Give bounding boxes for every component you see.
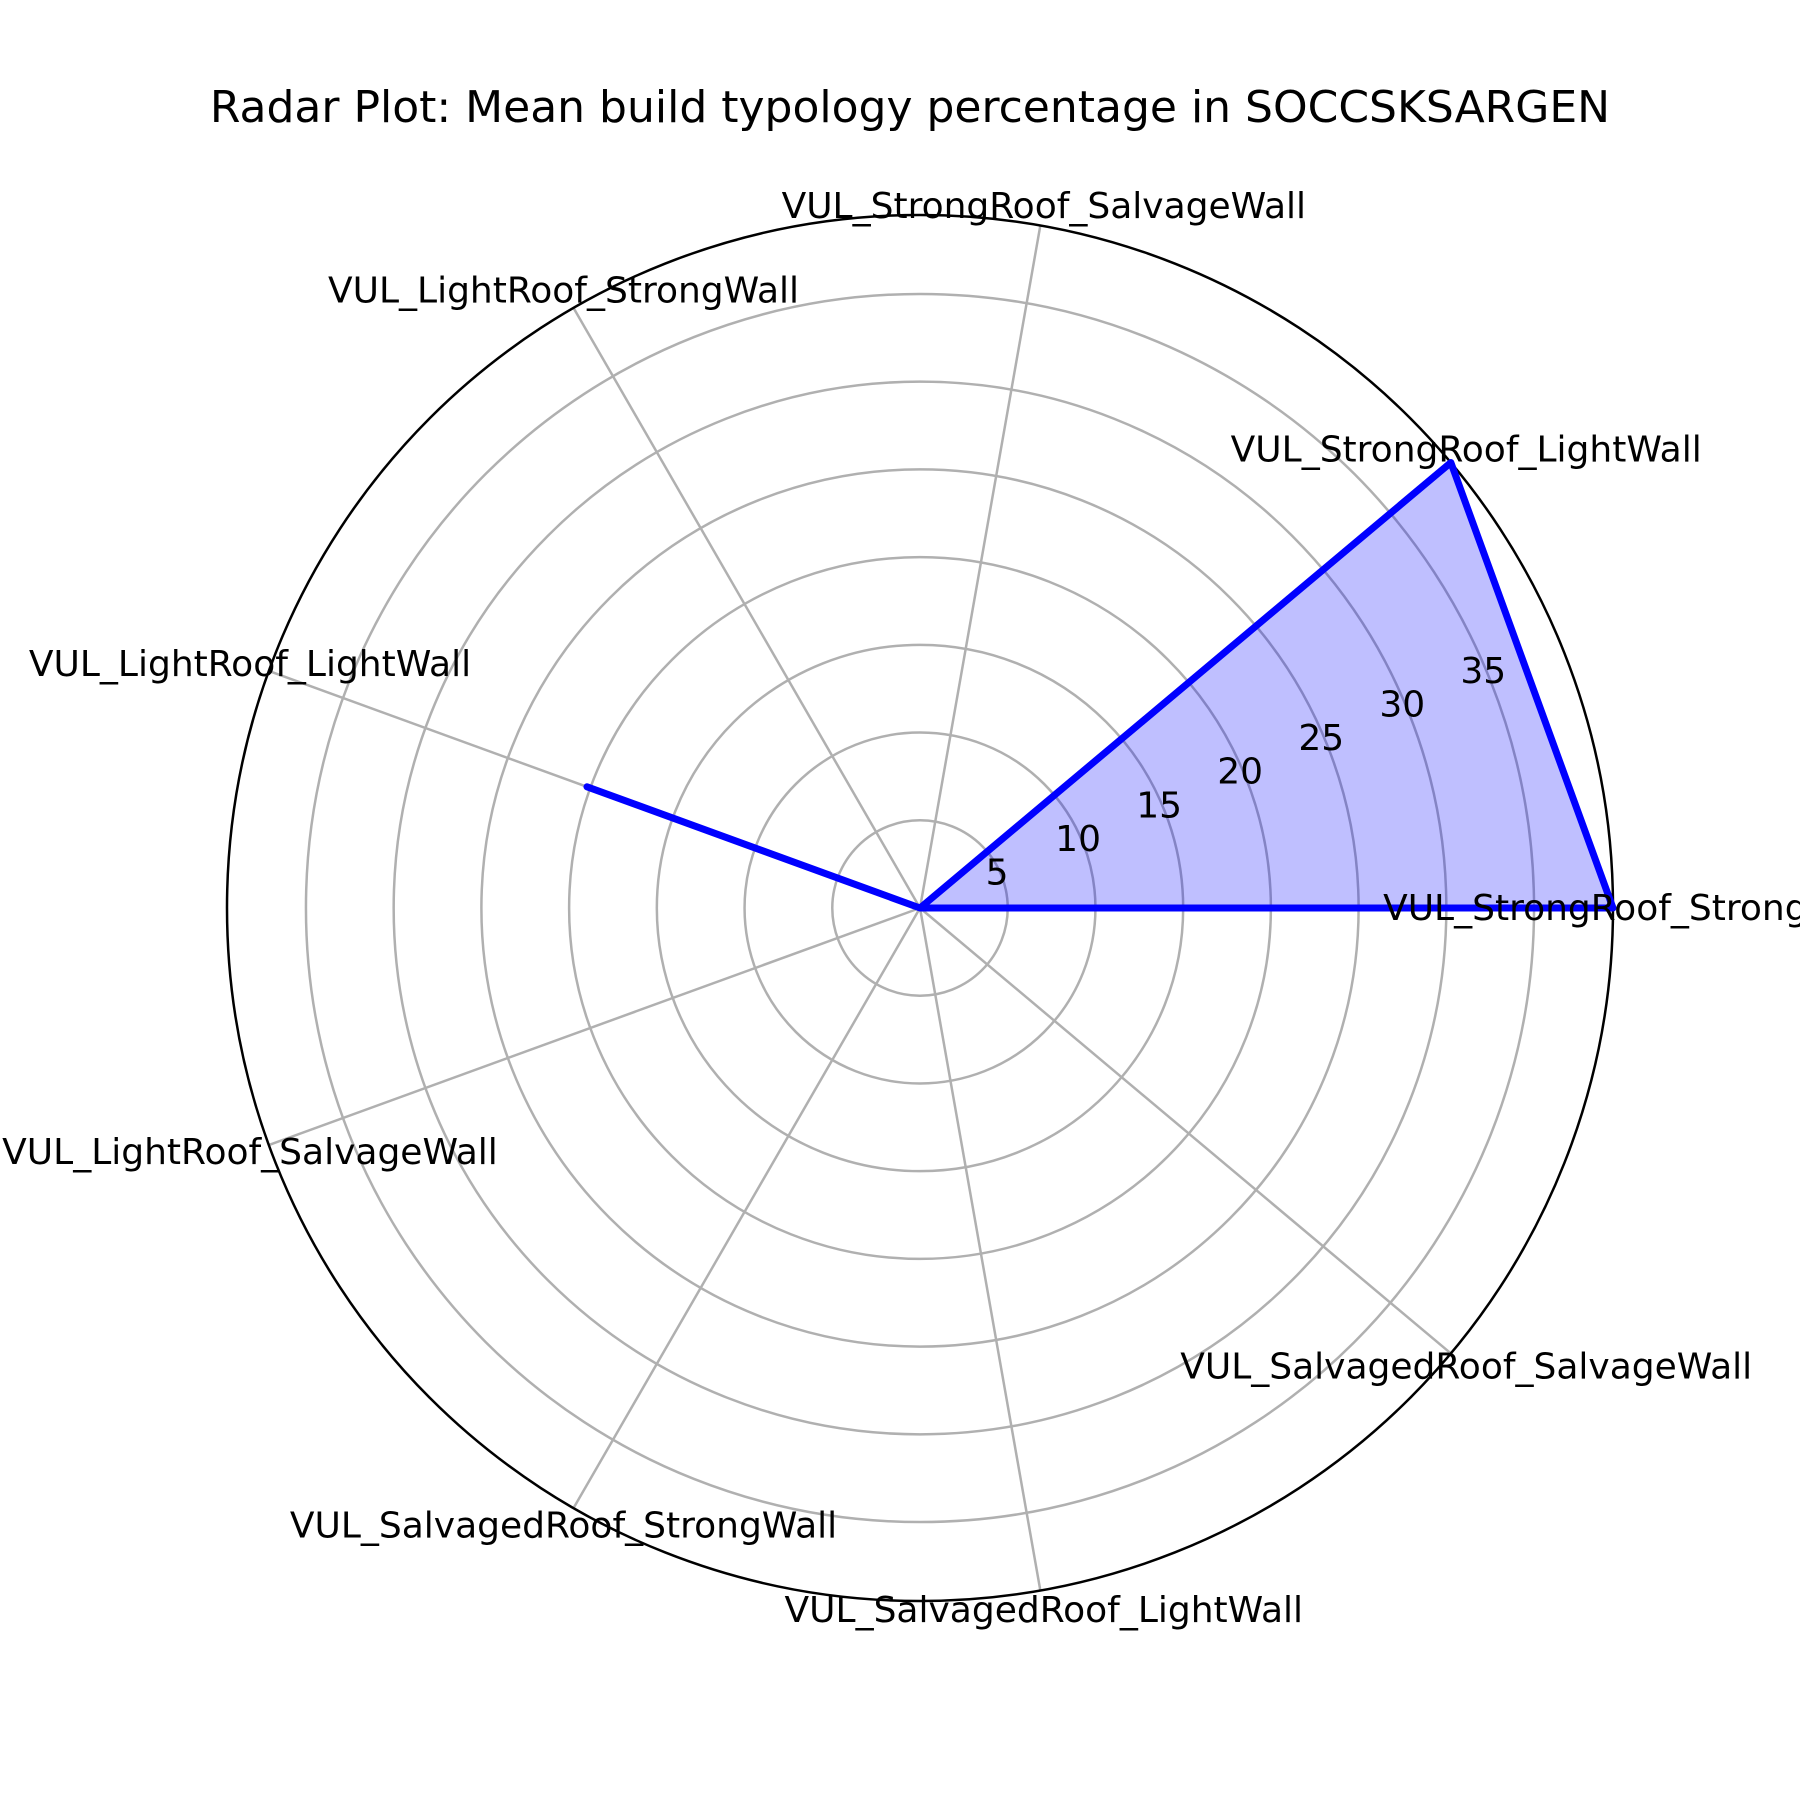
tick-label-10: 10 — [1055, 819, 1101, 860]
tick-label-5: 5 — [986, 852, 1009, 893]
category-label-1: VUL_StrongRoof_LightWall — [1231, 430, 1702, 471]
spoke-2 — [918, 225, 1042, 909]
series-fill — [586, 462, 1613, 908]
tick-label-20: 20 — [1217, 752, 1263, 793]
spoke-6 — [572, 907, 922, 1509]
radial-tick-labels: 5 10 15 20 25 30 35 — [986, 651, 1507, 893]
spoke-5 — [268, 906, 921, 1147]
category-labels: VUL_StrongRoof_StrongWall VUL_StrongRoof_… — [2, 186, 1800, 1631]
chart-title: Radar Plot: Mean build typology percenta… — [210, 82, 1610, 133]
spoke-8 — [919, 907, 1452, 1355]
category-label-3: VUL_LightRoof_StrongWall — [328, 271, 799, 312]
data-series — [583, 459, 1617, 912]
category-label-6: VUL_SalvagedRoof_StrongWall — [290, 1506, 837, 1547]
category-label-7: VUL_SalvagedRoof_LightWall — [785, 1590, 1303, 1631]
category-label-0: VUL_StrongRoof_StrongWall — [1383, 888, 1800, 929]
tick-label-25: 25 — [1298, 718, 1344, 759]
tick-label-30: 30 — [1379, 685, 1425, 726]
spoke-3 — [572, 307, 922, 909]
series-line — [583, 459, 1617, 912]
tick-label-15: 15 — [1136, 785, 1182, 826]
category-label-5: VUL_LightRoof_SalvageWall — [2, 1132, 498, 1173]
category-label-8: VUL_SalvagedRoof_SalvageWall — [1180, 1346, 1752, 1387]
category-label-4: VUL_LightRoof_LightWall — [29, 644, 471, 685]
category-label-2: VUL_StrongRoof_SalvageWall — [782, 186, 1306, 227]
tick-label-35: 35 — [1460, 651, 1506, 692]
spoke-7 — [918, 907, 1042, 1591]
